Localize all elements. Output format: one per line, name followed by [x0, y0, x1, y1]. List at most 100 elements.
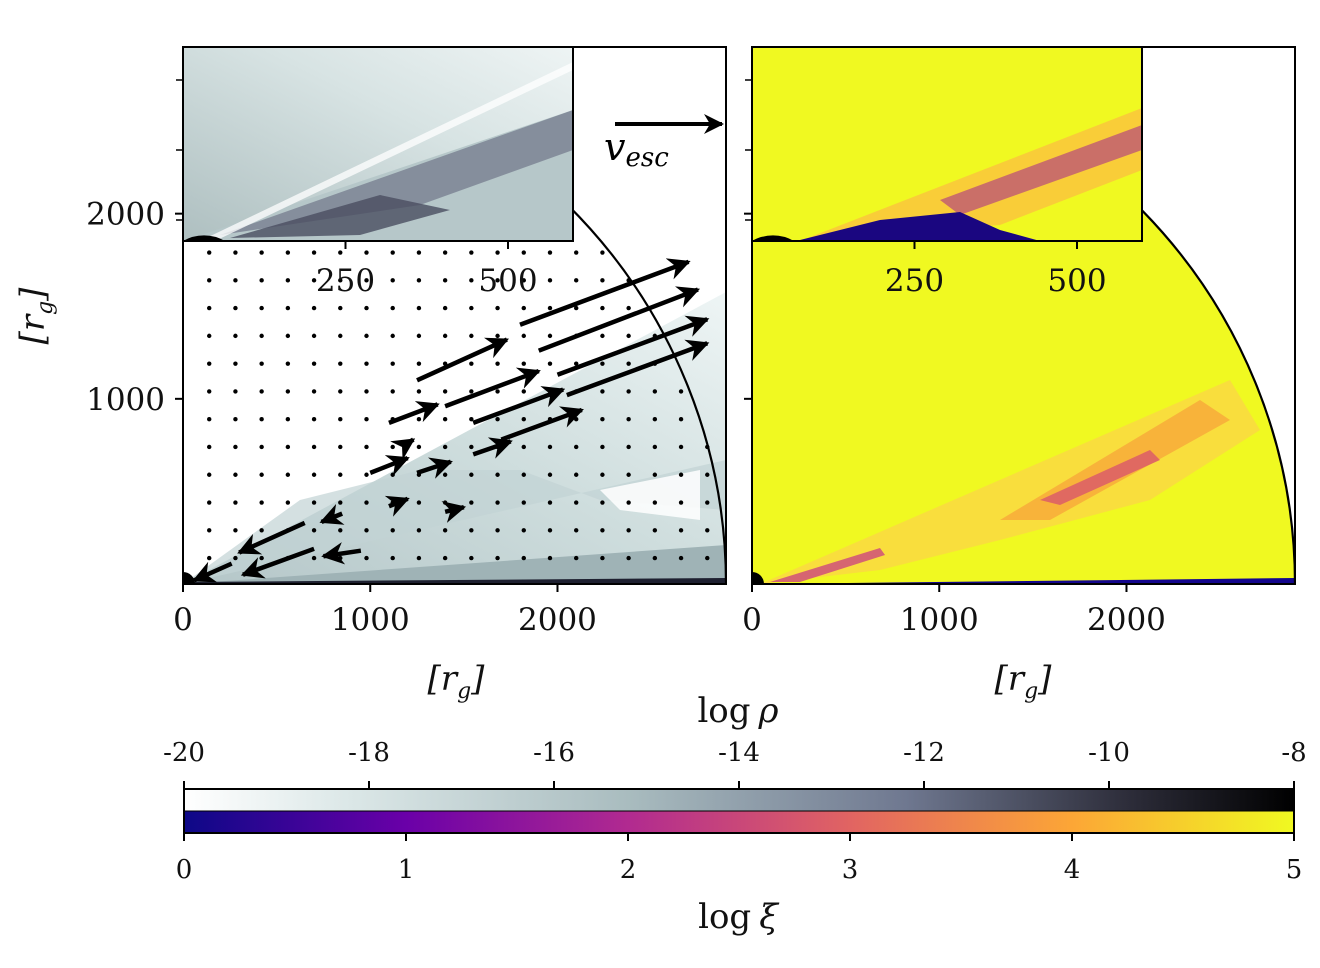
inset-tick-label: 500 — [478, 263, 537, 299]
grid-dot — [364, 305, 369, 311]
right-wind-filament — [1040, 450, 1160, 505]
grid-dot — [600, 416, 605, 422]
velocity-arrow — [416, 337, 509, 383]
grid-dot — [416, 528, 422, 533]
grid-dot — [626, 444, 631, 450]
grid-dot — [416, 305, 422, 311]
grid-dot — [364, 555, 369, 561]
velocity-arrow — [444, 367, 541, 409]
grid-dot — [442, 528, 448, 533]
grid-dot — [259, 389, 264, 394]
grid-dot — [390, 555, 395, 561]
velocity-arrow — [537, 286, 701, 353]
grid-dot — [521, 444, 526, 450]
grid-dot — [521, 528, 526, 533]
velocity-arrow — [472, 386, 566, 426]
grid-dot — [364, 389, 369, 394]
grid-dot — [311, 250, 317, 255]
y-tick-label: 2000 — [86, 197, 165, 233]
grid-dot — [233, 444, 238, 450]
grid-dot — [338, 305, 343, 311]
grid-dot — [442, 500, 448, 505]
grid-dot — [652, 389, 658, 394]
grid-dot — [547, 361, 553, 366]
right-central-object — [752, 572, 764, 584]
grid-dot — [390, 305, 395, 311]
grid-dot — [600, 444, 605, 450]
grid-dot — [207, 528, 212, 533]
grid-dot — [416, 278, 422, 283]
left-central-object — [183, 572, 195, 584]
grid-dot — [259, 555, 264, 561]
grid-dot — [390, 528, 395, 533]
grid-dot — [600, 472, 605, 477]
grid-dot — [626, 389, 631, 394]
velocity-arrow — [384, 495, 410, 517]
grid-dot — [285, 389, 291, 394]
grid-dot — [233, 416, 238, 422]
grid-dot — [469, 500, 474, 505]
grid-dot — [207, 416, 212, 422]
grid-dot — [364, 416, 369, 422]
right-axis-ticks: 0 1000 2000 — [742, 212, 1166, 638]
left-inset-dense-core — [230, 195, 450, 238]
velocity-arrow — [566, 339, 710, 398]
grid-dot — [364, 278, 369, 283]
grid-dot — [233, 305, 238, 311]
grid-dot — [574, 416, 579, 422]
velocity-arrow — [319, 503, 345, 525]
grid-dot — [469, 416, 474, 422]
grid-dot — [364, 500, 369, 505]
grid-dot — [574, 278, 579, 283]
left-velocity-arrows — [192, 258, 710, 583]
left-inset-bright-ray — [200, 62, 573, 241]
grid-dot — [442, 416, 448, 422]
grid-dot — [390, 333, 395, 339]
grid-dot — [600, 250, 605, 255]
grid-dot — [207, 278, 212, 283]
x-tick-label: 2000 — [1087, 602, 1166, 638]
left-inset-central-object — [183, 235, 225, 241]
grid-dot — [285, 361, 291, 366]
left-panel: 250 500 vesc 0 1000 2000 1000 2000 [rg] [rg] — [13, 46, 727, 704]
xi-tick-label: 1 — [398, 855, 415, 885]
grid-dot — [285, 278, 291, 283]
grid-dot — [600, 389, 605, 394]
grid-dot — [600, 361, 605, 366]
grid-dot — [311, 416, 317, 422]
grid-dot — [442, 333, 448, 339]
left-bright-patch — [600, 470, 700, 520]
grid-dot — [207, 555, 212, 561]
grid-dot — [678, 472, 684, 477]
grid-dot — [338, 361, 343, 366]
grid-dot — [285, 250, 291, 255]
right-inset-wind-orange — [800, 108, 1142, 241]
grid-dot — [495, 333, 500, 339]
grid-dot — [705, 472, 710, 477]
left-axis-ticks: 0 1000 2000 1000 2000 — [86, 197, 597, 638]
grid-dot — [364, 472, 369, 477]
xi-tick-label: 2 — [620, 855, 637, 885]
grid-dot — [442, 250, 448, 255]
grid-dot — [469, 278, 474, 283]
velocity-arrow — [369, 455, 410, 476]
grid-dot — [338, 528, 343, 533]
grid-dot — [678, 416, 684, 422]
right-wind-band-orange — [1000, 400, 1230, 520]
grid-dot — [521, 333, 526, 339]
grid-dot — [678, 500, 684, 505]
grid-dot — [600, 278, 605, 283]
grid-dot — [311, 528, 317, 533]
grid-dot — [574, 472, 579, 477]
rho-colorbar — [184, 789, 1294, 811]
grid-dot — [678, 555, 684, 561]
left-frame — [182, 46, 727, 585]
grid-dot — [416, 500, 422, 505]
velocity-arrow — [237, 520, 306, 555]
grid-dot — [390, 278, 395, 283]
x-tick-label: 0 — [173, 602, 193, 638]
grid-dot — [652, 444, 658, 450]
grid-dot — [574, 305, 579, 311]
grid-dot — [652, 416, 658, 422]
grid-dot — [338, 389, 343, 394]
